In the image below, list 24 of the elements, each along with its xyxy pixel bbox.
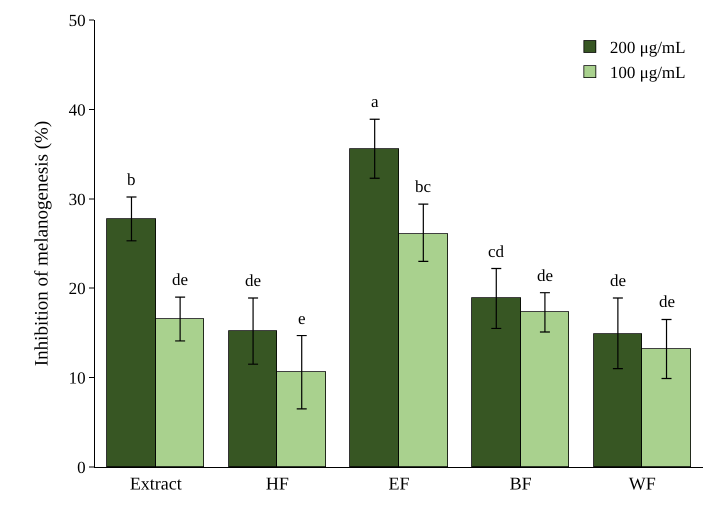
y-axis-title: Inhibition of melanogenesis (%) <box>31 120 52 366</box>
x-tick-label: WF <box>628 474 656 494</box>
x-tick-label: BF <box>510 474 532 494</box>
legend-label: 100 μg/mL <box>610 63 686 82</box>
legend-label: 200 μg/mL <box>610 38 686 58</box>
y-tick-label: 30 <box>68 190 86 209</box>
annotation: de <box>172 270 188 289</box>
annotation: b <box>127 170 136 189</box>
x-tick-label: Extract <box>130 474 182 494</box>
annotation: de <box>659 292 676 311</box>
annotation: de <box>610 271 626 290</box>
y-tick-label: 0 <box>77 458 86 477</box>
y-tick-label: 20 <box>68 279 86 298</box>
x-tick-label: EF <box>388 474 410 494</box>
annotation: a <box>371 92 379 111</box>
y-tick-label: 50 <box>68 10 86 30</box>
annotation: de <box>537 266 554 285</box>
x-tick-label: HF <box>266 474 289 494</box>
y-tick-label: 40 <box>68 100 86 120</box>
y-tick-label: 10 <box>68 368 86 388</box>
annotation: cd <box>488 242 505 261</box>
annotation: de <box>245 271 262 290</box>
annotation: e <box>298 309 306 328</box>
annotation: bc <box>415 177 432 196</box>
